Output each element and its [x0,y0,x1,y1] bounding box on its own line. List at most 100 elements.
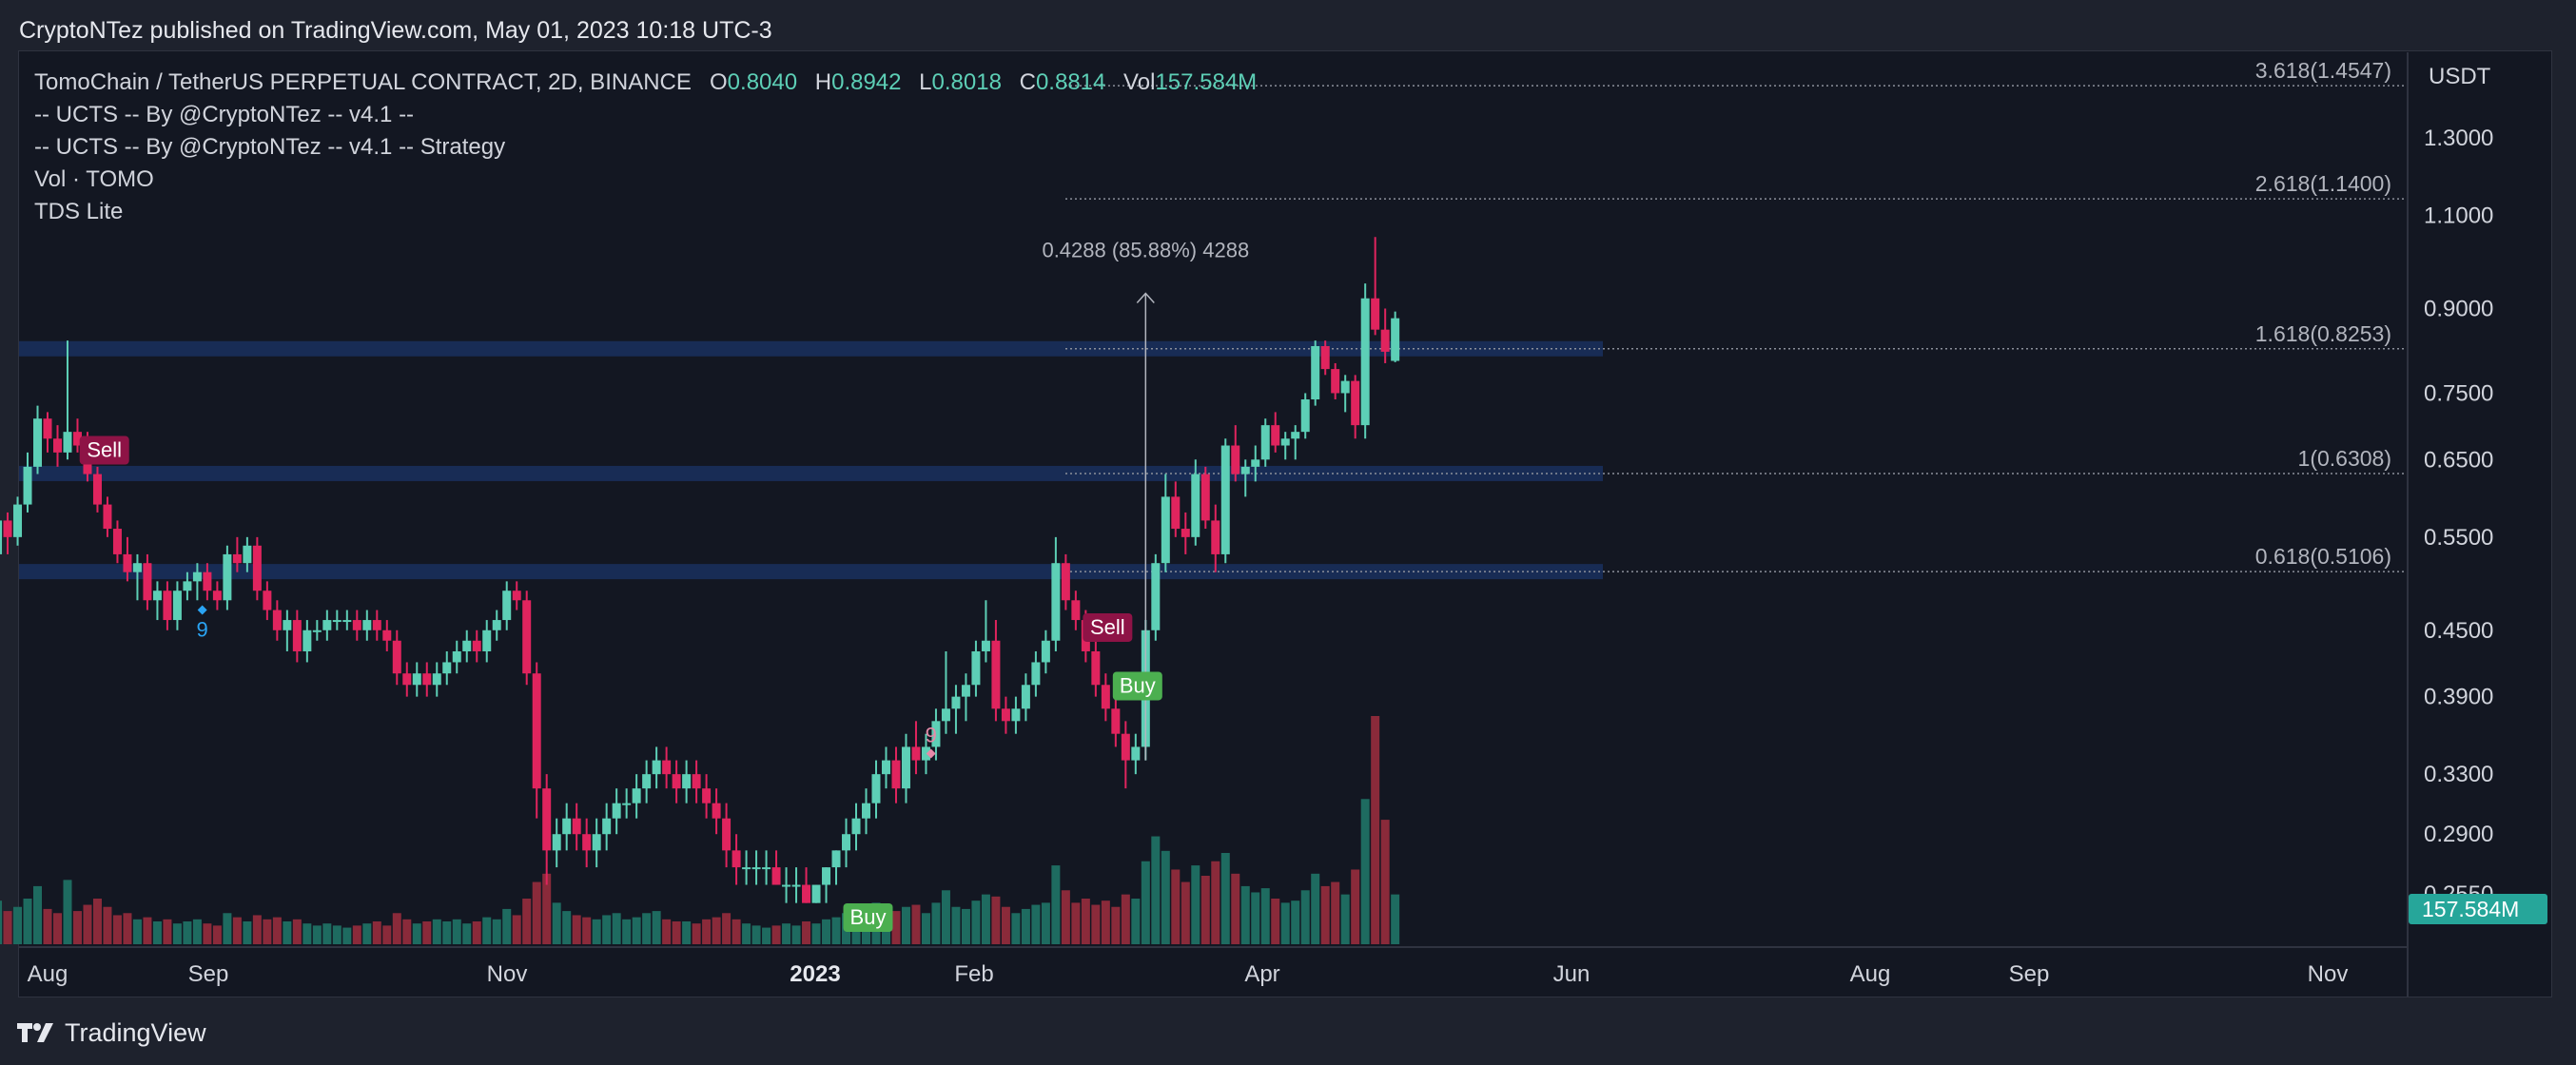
volume-bar [782,923,791,944]
candle-body [3,520,12,537]
candle-body [322,620,332,630]
volume-bar [243,921,252,944]
candle-body [1001,708,1010,722]
volume-bar [602,915,612,944]
candle-body [302,629,312,651]
time-tick-label: Apr [1244,961,1279,987]
time-tick-label: Sep [2009,961,2050,987]
candle-body [1200,474,1210,521]
candle-body [502,591,512,621]
candle-body [802,884,811,903]
indicator-ucts-strategy[interactable]: -- UCTS -- By @CryptoNTez -- v4.1 -- Str… [34,134,505,160]
candle-body [132,563,142,572]
candle-body [562,818,572,835]
candle-body [1380,329,1390,352]
candle-body [1251,459,1260,467]
candle-body [901,746,910,789]
volume-bar [1181,881,1190,944]
time-tick-label: Nov [2308,961,2349,987]
indicator-tds-lite[interactable]: TDS Lite [34,199,123,224]
candle-body [1351,380,1360,426]
volume-bar [512,915,521,944]
volume-bar [442,921,452,944]
volume-bar [622,919,632,944]
td-count-marker [926,748,936,759]
volume-bar [392,913,401,944]
volume-bar [831,917,841,944]
volume-bar [911,904,921,944]
footer: TradingView [17,1016,206,1050]
candle-body [342,620,352,623]
volume-bar [931,902,941,944]
volume-bar [23,899,32,944]
candle-body [412,673,421,686]
td-count-label: 9 [197,618,208,642]
price-tick-label: 0.5500 [2424,525,2493,551]
volume-bar [1041,902,1050,944]
candles [0,237,1400,903]
time-tick-label: 2023 [790,961,840,987]
volume-bar [822,919,831,944]
candle-body [771,867,781,885]
volume-bar [1111,906,1121,944]
measure-arrow-head [1136,292,1155,303]
volume-bar [762,927,771,944]
candle-body [1271,425,1280,446]
candle-body [751,867,761,870]
candle-body [272,610,282,630]
volume-bar [642,913,652,944]
volume-bar [272,917,282,944]
volume-bar [1391,894,1400,944]
high-label: H [815,69,831,95]
candle-body [612,803,621,819]
candle-body [782,884,791,887]
volume-bar [981,894,990,944]
candle-body [642,774,652,789]
candle-body [602,818,612,835]
candle-body [592,834,601,851]
close-label: C [1020,69,1036,95]
price-axis[interactable]: USDT 1.3000 1.1000 0.9000 0.7500 0.6500 0.5500… [2407,52,2547,997]
candle-body [263,591,272,610]
volume-bar [1141,861,1150,944]
volume-bar [891,911,901,944]
time-tick-label: Jun [1553,961,1590,987]
volume-bar [302,923,312,944]
candle-body [163,591,172,621]
indicator-ucts[interactable]: -- UCTS -- By @CryptoNTez -- v4.1 -- [34,102,414,127]
volume-badge [2409,894,2547,924]
volume-bar [163,919,172,944]
volume-bar [1151,836,1161,944]
candle-body [931,721,941,747]
candle-body [212,591,222,601]
volume-bar [1211,861,1220,944]
publish-header: CryptoNTez published on TradingView.com,… [19,17,772,44]
buy-signal-label: Buy [850,905,887,929]
buy-signal-badge [1112,671,1162,701]
candle-body [552,834,561,851]
volume-bar [13,906,23,944]
candle-body [532,673,541,789]
time-tick-label: Feb [954,961,993,987]
candle-body [622,803,632,805]
high-value: 0.8942 [831,69,901,95]
fib-level-label: 2.618(1.1400) [2255,171,2391,196]
time-axis[interactable]: Aug Sep Nov 2023 Feb Apr Jun Aug Sep Nov [19,946,2408,987]
chart-frame[interactable] [18,50,2552,997]
candle-body [662,760,672,775]
candle-body [332,620,342,623]
candle-body [382,629,392,641]
candle-body [183,581,192,591]
candle-body [732,850,741,868]
candle-body [372,620,381,630]
indicator-volume[interactable]: Vol · TOMO [34,166,154,192]
candle-body [492,620,501,630]
fib-level-label: 3.618(1.4547) [2255,58,2391,83]
volume-bar [492,919,501,944]
sell-signal-badge [79,436,129,465]
candle-body [1101,685,1110,709]
volume-bar [811,923,821,944]
fibonacci-levels: 3.618(1.4547) 2.618(1.1400) 1.618(0.8253) 1… [1065,58,2407,572]
volume-bar [532,881,541,944]
